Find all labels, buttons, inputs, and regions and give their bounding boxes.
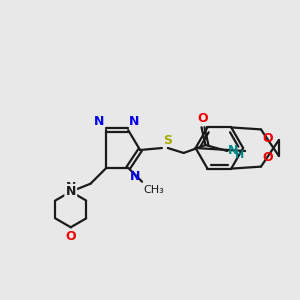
Text: O: O (197, 112, 208, 125)
Text: N: N (129, 115, 140, 128)
Text: N: N (66, 185, 76, 198)
Text: CH₃: CH₃ (143, 185, 164, 195)
Text: S: S (163, 134, 172, 147)
Text: O: O (262, 132, 273, 146)
Text: H: H (235, 150, 244, 160)
Text: O: O (262, 151, 273, 164)
Text: N: N (66, 181, 76, 194)
Text: N: N (130, 170, 141, 183)
Text: N: N (94, 115, 104, 128)
Text: O: O (65, 230, 76, 243)
Text: N: N (228, 145, 239, 158)
